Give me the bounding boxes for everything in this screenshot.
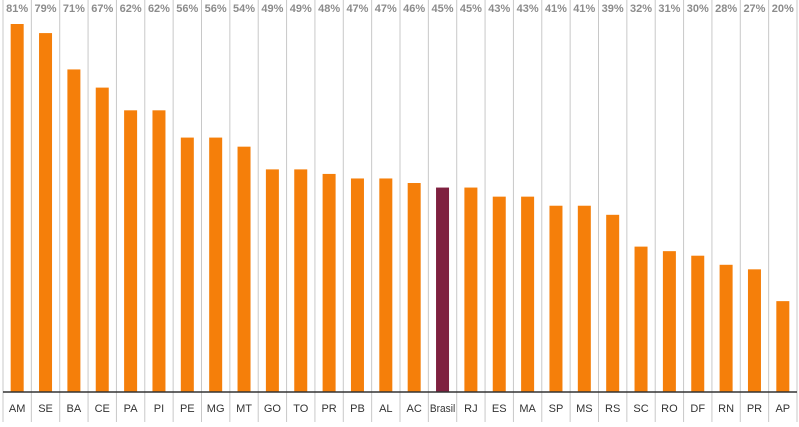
value-label: 31% — [658, 3, 680, 15]
bar — [322, 173, 336, 392]
bar — [436, 187, 450, 392]
value-label: 62% — [148, 3, 170, 15]
value-label: 32% — [630, 3, 652, 15]
bar — [634, 246, 648, 392]
x-tick-label: DF — [690, 403, 705, 415]
bar — [39, 33, 53, 392]
value-label: 43% — [488, 3, 510, 15]
value-label: 71% — [63, 3, 85, 15]
x-tick-label: RS — [605, 403, 620, 415]
x-tick-label: SP — [549, 403, 564, 415]
bar — [180, 137, 194, 392]
x-tick-label: RJ — [464, 403, 477, 415]
x-tick-label: MA — [519, 403, 536, 415]
x-tick-label: BA — [67, 403, 82, 415]
value-label: 39% — [602, 3, 624, 15]
x-tick-label: MG — [207, 403, 225, 415]
value-label: 47% — [346, 3, 368, 15]
bar — [719, 264, 733, 392]
x-tick-label: GO — [264, 403, 282, 415]
value-label: 28% — [715, 3, 737, 15]
value-label: 20% — [772, 3, 794, 15]
bar — [124, 110, 138, 392]
bar — [492, 196, 506, 392]
x-tick-label: RO — [661, 403, 678, 415]
value-label: 41% — [573, 3, 595, 15]
x-tick-label: MS — [576, 403, 593, 415]
x-tick-label: Brasil — [430, 403, 455, 415]
x-tick-label: PE — [180, 403, 195, 415]
bar — [379, 178, 393, 392]
bar — [606, 214, 620, 392]
bar — [350, 178, 364, 392]
value-label: 49% — [290, 3, 312, 15]
value-label: 54% — [233, 3, 255, 15]
bar — [549, 205, 563, 392]
value-label: 79% — [35, 3, 57, 15]
bar — [776, 301, 790, 392]
bar — [95, 87, 109, 393]
x-tick-label: TO — [293, 403, 309, 415]
value-label: 62% — [120, 3, 142, 15]
x-tick-label: PA — [124, 403, 139, 415]
bar — [662, 251, 676, 392]
x-tick-label: CE — [95, 403, 110, 415]
value-label: 49% — [261, 3, 283, 15]
bar — [152, 110, 166, 392]
value-label: 41% — [545, 3, 567, 15]
value-label: 81% — [6, 3, 28, 15]
bar — [209, 137, 223, 392]
bar — [10, 24, 24, 392]
bar — [747, 269, 761, 392]
value-label: 47% — [375, 3, 397, 15]
x-tick-label: PB — [350, 403, 365, 415]
bar — [464, 187, 478, 392]
x-tick-label: PR — [747, 403, 762, 415]
value-label: 45% — [432, 3, 454, 15]
bar — [691, 255, 705, 392]
value-label: 48% — [318, 3, 340, 15]
value-label: 46% — [403, 3, 425, 15]
value-label: 56% — [176, 3, 198, 15]
x-tick-label: AC — [407, 403, 422, 415]
x-tick-label: AP — [775, 403, 790, 415]
bar — [577, 205, 591, 392]
x-tick-label: SC — [633, 403, 648, 415]
x-tick-label: AM — [9, 403, 26, 415]
x-tick-label: MT — [236, 403, 252, 415]
value-label: 45% — [460, 3, 482, 15]
value-label: 30% — [687, 3, 709, 15]
bar — [67, 69, 81, 392]
bar — [294, 169, 308, 392]
value-label: 27% — [743, 3, 765, 15]
bar — [407, 183, 421, 392]
x-tick-label: SE — [38, 403, 53, 415]
x-tick-label: PI — [154, 403, 164, 415]
bar — [265, 169, 279, 392]
x-tick-label: ES — [492, 403, 507, 415]
value-label: 67% — [91, 3, 113, 15]
bar — [521, 196, 535, 392]
x-tick-label: AL — [379, 403, 392, 415]
bar — [237, 146, 251, 392]
value-label: 43% — [517, 3, 539, 15]
x-tick-label: RN — [718, 403, 734, 415]
value-label: 56% — [205, 3, 227, 15]
x-tick-label: PR — [321, 403, 336, 415]
